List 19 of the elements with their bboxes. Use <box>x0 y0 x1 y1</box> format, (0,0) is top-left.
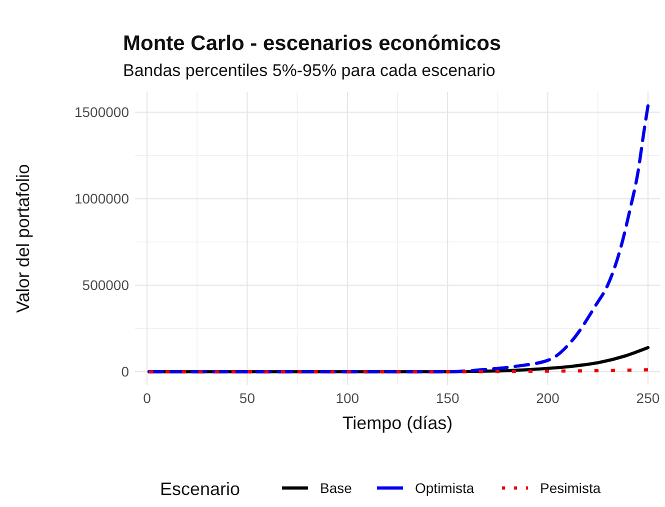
chart-title: Monte Carlo - escenarios económicos <box>123 32 502 55</box>
x-tick-label: 100 <box>336 390 360 406</box>
x-tick-label: 150 <box>436 390 460 406</box>
x-tick-label: 250 <box>636 390 660 406</box>
x-tick-label: 0 <box>143 390 152 406</box>
legend-label: Base <box>320 480 352 496</box>
x-tick-label: 200 <box>536 390 560 406</box>
y-tick-label: 0 <box>121 364 130 380</box>
legend-title: Escenario <box>160 479 240 499</box>
y-tick-label: 1000000 <box>74 190 130 207</box>
legend-label: Optimista <box>415 480 474 496</box>
x-tick-label: 50 <box>239 390 256 406</box>
y-tick-label: 1500000 <box>74 104 130 120</box>
x-axis-title: Tiempo (días) <box>342 413 453 433</box>
line-series <box>147 104 650 374</box>
legend-label: Pesimista <box>540 480 601 496</box>
y-tick-label: 500000 <box>82 277 130 294</box>
y-axis-title: Valor del portafolio <box>13 164 33 313</box>
chart-subtitle: Bandas percentiles 5%-95% para cada escenario <box>123 61 496 80</box>
